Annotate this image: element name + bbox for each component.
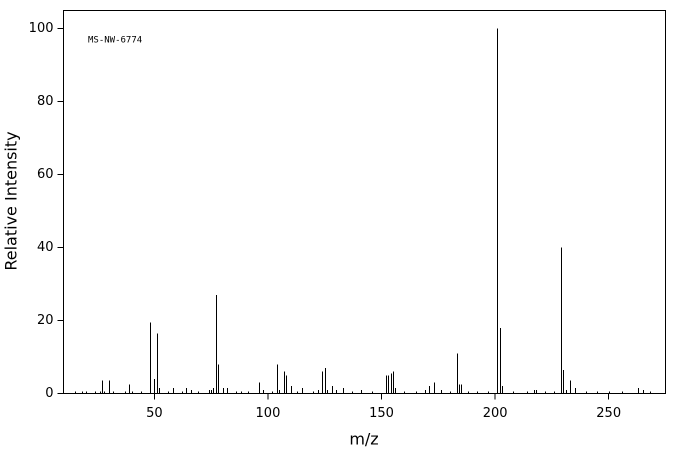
y-axis-label: Relative Intensity (2, 131, 21, 270)
annotation: MS-NW-6774 (88, 36, 142, 46)
y-tick-label: 60 (37, 167, 54, 182)
y-tick-label: 80 (37, 94, 54, 109)
y-tick-label: 20 (37, 313, 54, 328)
x-tick-label: 150 (369, 406, 394, 421)
plot-frame (63, 10, 666, 394)
x-tick-label: 100 (256, 406, 281, 421)
y-tick-label: 40 (37, 240, 54, 255)
y-tick-label: 100 (29, 21, 54, 36)
x-tick-label: 200 (483, 406, 508, 421)
x-tick-label: 50 (146, 406, 163, 421)
x-axis-label: m/z (349, 430, 378, 449)
y-tick-label: 0 (45, 386, 53, 401)
x-tick-label: 250 (596, 406, 621, 421)
